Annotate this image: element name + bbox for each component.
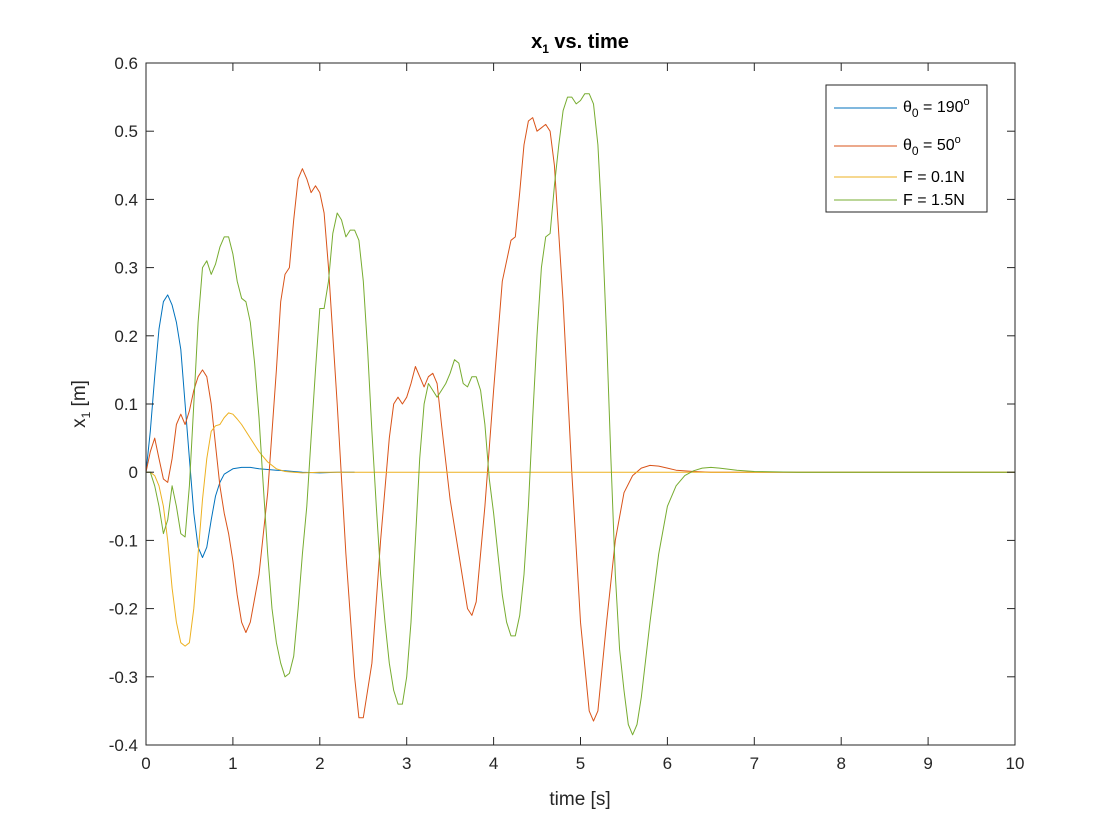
y-tick-label: -0.3: [109, 668, 138, 687]
x-tick-label: 9: [923, 754, 932, 773]
y-tick-label: -0.1: [109, 531, 138, 550]
legend-label-series-2: θ0 = 50o: [903, 134, 961, 158]
x-tick-label: 2: [315, 754, 324, 773]
y-axis-label-subscript: 1: [79, 411, 93, 418]
x-tick-label: 5: [576, 754, 585, 773]
legend: θ0 = 190o θ0 = 50o F = 0.1N F = 1.5N: [825, 84, 988, 213]
legend-label-series-3: F = 0.1N: [903, 169, 965, 186]
x-tick-label: 10: [1006, 754, 1025, 773]
x-axis-label: time [s]: [549, 789, 610, 810]
y-tick-label: 0.4: [114, 190, 138, 209]
legend-label-series-4: F = 1.5N: [903, 192, 965, 209]
y-tick-label: 0.2: [114, 327, 138, 346]
x-tick-label: 4: [489, 754, 498, 773]
legend-label-series-1: θ0 = 190o: [903, 96, 970, 120]
y-axis-label-base: x: [69, 418, 90, 428]
x-tick-label: 6: [663, 754, 672, 773]
series-line-4: [146, 93, 1015, 736]
y-tick-label: 0.1: [114, 395, 138, 414]
y-tick-label: 0: [129, 463, 138, 482]
axes-layer: 0 1 2 3 4 5 6 7 8 9 10 -0.4 -0.3 -0.2 -0.1 0 0.1 0.2 0.3 0.…: [109, 54, 1025, 773]
series-line-2: [145, 117, 1015, 722]
x-tick-label: 1: [228, 754, 237, 773]
x-tick-label: 3: [402, 754, 411, 773]
chart-title-rest: vs. time: [549, 31, 629, 53]
series-line-1: [145, 294, 355, 558]
chart-title-base: x: [531, 31, 542, 53]
y-axis-label-rest: [m]: [69, 380, 90, 412]
x-tick-label: 7: [750, 754, 759, 773]
y-tick-label: 0.6: [114, 54, 138, 73]
y-axis-label: x1 [m]: [69, 380, 93, 428]
y-tick-label: 0.5: [114, 122, 138, 141]
y-tick-label: -0.4: [109, 736, 138, 755]
series-layer: [145, 93, 1015, 736]
y-tick-label: 0.3: [114, 259, 138, 278]
x-tick-label: 8: [836, 754, 845, 773]
y-tick-label: -0.2: [109, 600, 138, 619]
chart-title: x1 vs. time: [531, 31, 629, 56]
series-line-3: [146, 412, 1015, 647]
chart-title-subscript: 1: [542, 42, 549, 56]
legend-box: [825, 84, 988, 213]
x-tick-label: 0: [141, 754, 150, 773]
